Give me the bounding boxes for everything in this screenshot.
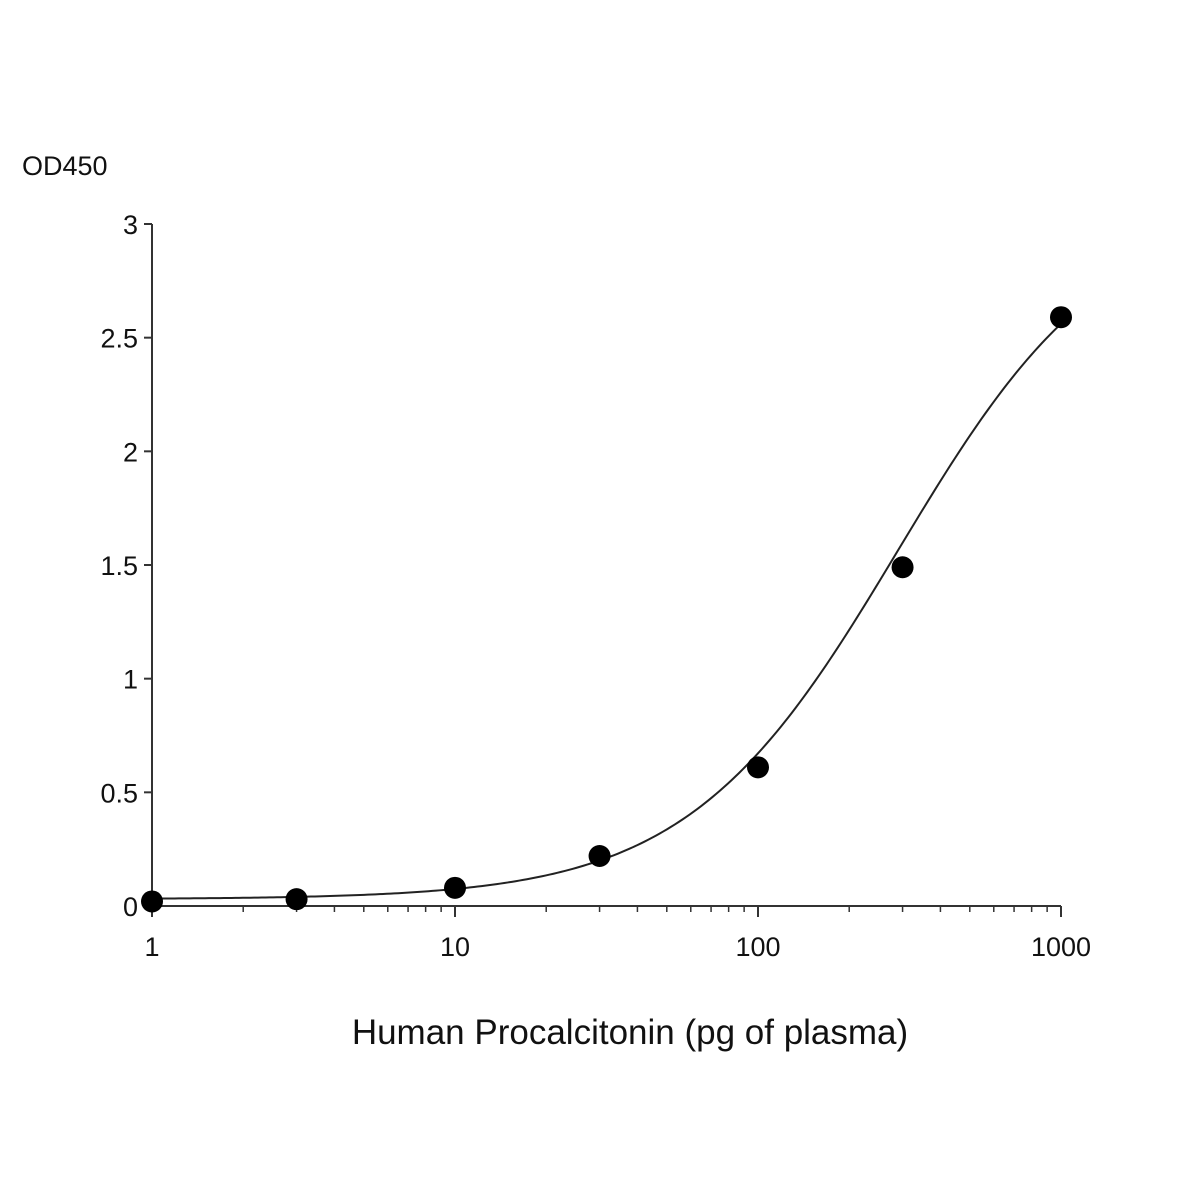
data-point bbox=[747, 756, 769, 779]
data-point bbox=[891, 556, 914, 579]
data-point bbox=[588, 844, 611, 867]
fit-curve-layer bbox=[151, 323, 1062, 900]
data-point bbox=[444, 876, 466, 899]
fit-curve bbox=[151, 323, 1062, 900]
y-tick-label: 0 bbox=[123, 892, 138, 922]
data-point bbox=[1050, 306, 1072, 329]
ticks: 0 0.5 1 1.5 2 2.5 3 1 10 100 1000 bbox=[100, 210, 1091, 962]
x-tick-label: 10 bbox=[440, 932, 470, 962]
data-point bbox=[141, 890, 163, 913]
x-tick-label: 100 bbox=[735, 932, 780, 962]
x-tick-label: 1000 bbox=[1031, 932, 1091, 962]
y-tick-label: 0.5 bbox=[100, 778, 138, 808]
y-tick-label: 1.5 bbox=[100, 551, 138, 581]
y-axis-label: OD450 bbox=[22, 151, 108, 181]
axes bbox=[151, 224, 1061, 907]
y-tick-label: 2.5 bbox=[100, 324, 138, 354]
x-tick-label: 1 bbox=[144, 932, 159, 962]
y-tick-label: 2 bbox=[123, 437, 138, 467]
x-axis-title: Human Procalcitonin (pg of plasma) bbox=[352, 1013, 908, 1052]
y-tick-label: 3 bbox=[123, 210, 138, 240]
data-points bbox=[141, 306, 1072, 913]
data-point bbox=[285, 888, 308, 911]
y-tick-label: 1 bbox=[123, 665, 138, 695]
